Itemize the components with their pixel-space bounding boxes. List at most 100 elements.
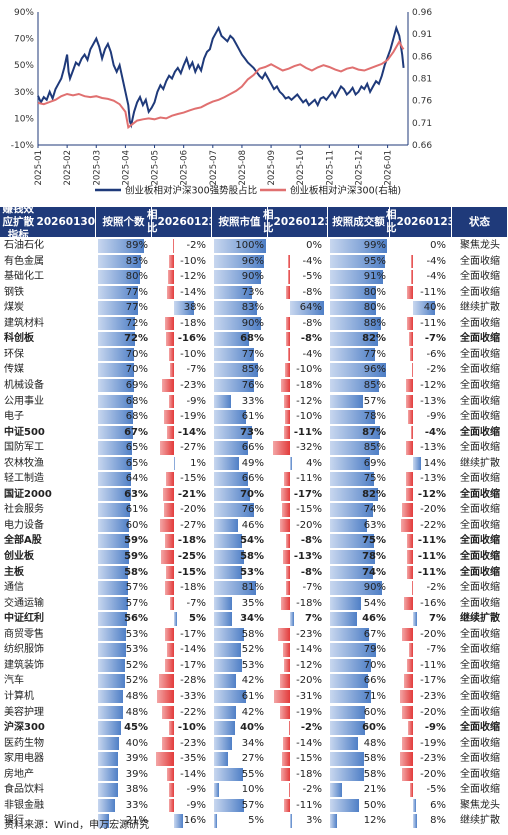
turnover-bar-track: [330, 550, 388, 564]
turnover-bar: [330, 487, 378, 502]
count-change-bar: [156, 689, 175, 704]
x-tick-label: 2025-07: [209, 150, 219, 186]
turnover-change-bar-track: [392, 378, 450, 393]
turnover-change-value: -11%: [417, 535, 446, 547]
table-row: 医药生物 40% -23% 34% -14% 48% -19% 全面收缩: [0, 736, 508, 752]
mcap-change-bar-track: [270, 550, 326, 564]
mcap-bar: [214, 798, 244, 813]
turnover-bar-track: [330, 425, 388, 440]
count-change-bar: [161, 378, 175, 393]
x-tick-label: 2025-10: [296, 150, 306, 186]
count-change-value: 5%: [189, 613, 206, 625]
turnover-bar-track: [330, 394, 388, 408]
x-tick-label: 2025-09: [267, 150, 277, 186]
x-tick-label: 2025-01: [34, 150, 44, 186]
turnover-change-bar-track: [392, 363, 450, 377]
count-change-bar-track: [154, 534, 210, 548]
count-bar: [98, 674, 126, 688]
mcap-change-value: -15%: [296, 753, 322, 765]
mcap-value: 70%: [240, 488, 264, 500]
turnover-bar: [330, 783, 343, 797]
count-change-bar-track: [154, 332, 210, 346]
count-change-value: -12%: [180, 271, 206, 283]
table-row: 国证2000 63% -21% 70% -17% 82% -12% 全面收缩: [0, 487, 508, 503]
source-note: 资料来源：Wind，申万宏源研究: [4, 820, 150, 831]
row-name: 建筑装饰: [4, 659, 44, 671]
turnover-change-bar: [407, 721, 413, 735]
mcap-change-bar: [279, 674, 291, 688]
count-value: 39%: [125, 768, 148, 780]
mcap-change-bar: [284, 363, 291, 377]
turnover-bar-track: [330, 798, 388, 813]
mcap-change-value: -17%: [293, 488, 322, 500]
mcap-change-bar: [282, 736, 291, 751]
count-change-value: -15%: [177, 566, 206, 578]
turnover-change-value: -20%: [420, 768, 446, 780]
row-status: 全面收缩: [460, 333, 500, 345]
mcap-change-bar: [290, 301, 325, 315]
count-bar-track: [98, 270, 150, 284]
row-name: 石油石化: [4, 240, 44, 251]
count-bar-track: [98, 814, 150, 828]
count-change-value: -10%: [180, 255, 206, 267]
table-row: 全部A股 59% -18% 54% -8% 75% -11% 全面收缩: [0, 533, 508, 549]
count-change-bar: [165, 627, 175, 642]
turnover-value: 50%: [363, 799, 386, 811]
mcap-bar: [214, 596, 233, 611]
row-name: 传媒: [4, 364, 24, 376]
mcap-change-value: -31%: [296, 690, 322, 702]
table-row: 交通运输 57% -7% 35% -18% 54% -16% 全面收缩: [0, 596, 508, 612]
table-row: 传媒 70% -7% 85% -10% 96% -2% 全面收缩: [0, 362, 508, 378]
row-name: 交通运输: [4, 597, 44, 609]
row-name: 主板: [4, 566, 24, 578]
mcap-bar: [214, 410, 246, 424]
count-bar-track: [98, 285, 150, 300]
turnover-change-value: -11%: [420, 659, 446, 671]
count-value: 40%: [125, 737, 148, 749]
count-change-value: -23%: [180, 379, 206, 391]
count-change-bar: [161, 736, 175, 751]
count-bar: [98, 270, 140, 284]
mcap-bar: [214, 721, 235, 735]
series-line-1: [37, 24, 405, 129]
turnover-change-bar-track: [392, 705, 450, 719]
mcap-change-value: -18%: [296, 768, 322, 780]
turnover-change-value: -19%: [420, 737, 446, 749]
row-status: 全面收缩: [460, 317, 500, 329]
mcap-change-bar: [283, 394, 291, 408]
turnover-bar-track: [330, 285, 388, 300]
turnover-bar: [330, 254, 386, 269]
turnover-bar: [330, 674, 369, 688]
mcap-change-bar-track: [270, 783, 326, 797]
count-bar: [98, 643, 126, 657]
count-value: 59%: [124, 551, 148, 562]
mcap-change-value: -18%: [296, 597, 322, 609]
mcap-value: 90%: [241, 317, 264, 329]
turnover-value: 74%: [363, 504, 386, 516]
count-bar-track: [98, 441, 150, 455]
count-change-bar: [168, 254, 175, 269]
mcap-bar-track: [214, 798, 266, 813]
row-status: 全面收缩: [460, 379, 500, 391]
count-bar-track: [98, 254, 150, 269]
mcap-value: 90%: [241, 271, 264, 283]
turnover-change-bar-track: [392, 394, 450, 408]
turnover-bar: [330, 643, 376, 657]
turnover-bar-track: [330, 518, 388, 533]
turnover-value: 96%: [363, 364, 386, 376]
mcap-bar-track: [214, 705, 266, 719]
mcap-bar-track: [214, 239, 266, 253]
count-value: 52%: [125, 675, 148, 687]
table-row: 汽车 52% -28% 42% -20% 66% -17% 全面收缩: [0, 673, 508, 689]
mcap-change-bar-track: [270, 752, 326, 766]
turnover-change-bar-track: [392, 767, 450, 782]
mcap-change-bar-track: [270, 534, 326, 548]
count-change-value: 16%: [183, 815, 206, 827]
mcap-value: 73%: [241, 286, 264, 298]
turnover-bar-track: [330, 332, 388, 346]
turnover-bar-track: [330, 736, 388, 751]
turnover-bar-track: [330, 270, 388, 284]
row-status: 全面收缩: [460, 473, 500, 485]
turnover-change-value: -13%: [420, 442, 446, 454]
count-change-bar-track: [154, 316, 210, 331]
